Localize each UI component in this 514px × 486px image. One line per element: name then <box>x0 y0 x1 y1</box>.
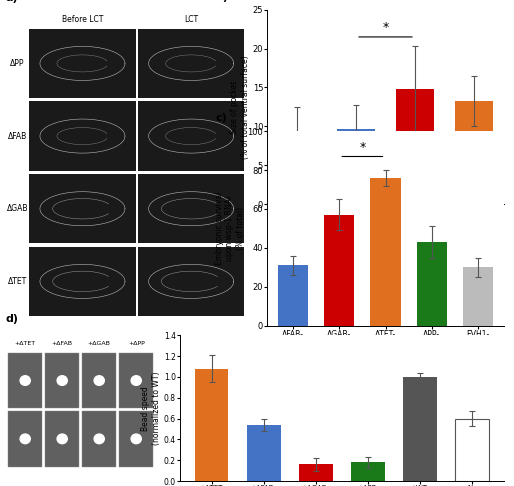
Circle shape <box>131 434 141 444</box>
Bar <box>351 462 385 481</box>
Text: +ΔFAB: +ΔFAB <box>52 341 72 346</box>
Bar <box>337 129 375 204</box>
Bar <box>455 101 493 204</box>
Text: ΔGAB: ΔGAB <box>7 204 28 213</box>
Bar <box>29 29 136 98</box>
Text: *: * <box>382 21 389 34</box>
Bar <box>29 247 136 316</box>
Circle shape <box>20 376 30 385</box>
Bar <box>324 215 354 326</box>
Text: *: * <box>359 140 365 154</box>
Text: ΔFAB: ΔFAB <box>8 132 27 140</box>
Bar <box>82 411 116 467</box>
Bar <box>371 178 400 326</box>
Text: d): d) <box>5 313 18 324</box>
Circle shape <box>94 434 104 444</box>
Bar <box>396 89 434 204</box>
Text: LCT: LCT <box>184 15 198 24</box>
Text: ΔPP: ΔPP <box>10 59 25 68</box>
Y-axis label: Size of pocket
(% of total ventral surface): Size of pocket (% of total ventral surfa… <box>230 55 250 159</box>
Bar <box>119 411 153 467</box>
Text: a): a) <box>5 0 18 3</box>
Text: ΔTET: ΔTET <box>8 277 27 286</box>
Text: +ΔTET: +ΔTET <box>14 341 36 346</box>
Bar <box>278 134 316 204</box>
Bar <box>82 353 116 408</box>
Bar <box>8 353 42 408</box>
Text: c): c) <box>215 113 227 123</box>
Bar <box>247 425 281 481</box>
Bar <box>8 411 42 467</box>
Y-axis label: Embryonic survival
upon wsp-1 RNAi
(% of total): Embryonic survival upon wsp-1 RNAi (% of… <box>215 192 245 265</box>
Text: +ΔPP: +ΔPP <box>128 341 144 346</box>
Y-axis label: Bead speed
(normalized to WT): Bead speed (normalized to WT) <box>141 371 161 445</box>
Text: b): b) <box>215 0 228 2</box>
Bar <box>455 418 489 481</box>
Bar <box>195 369 229 481</box>
Text: +ΔGAB: +ΔGAB <box>88 341 111 346</box>
Bar <box>403 377 437 481</box>
Bar <box>29 174 136 243</box>
Circle shape <box>57 434 67 444</box>
Bar <box>138 247 244 316</box>
Bar <box>417 242 447 326</box>
Text: Before LCT: Before LCT <box>62 15 103 24</box>
Bar <box>138 29 244 98</box>
Bar <box>138 174 244 243</box>
Circle shape <box>131 376 141 385</box>
Circle shape <box>20 434 30 444</box>
Bar <box>463 267 493 326</box>
Bar <box>29 102 136 171</box>
Bar <box>45 411 79 467</box>
Bar <box>138 102 244 171</box>
Bar <box>299 465 333 481</box>
Bar <box>278 265 308 326</box>
Circle shape <box>94 376 104 385</box>
Bar <box>119 353 153 408</box>
Circle shape <box>57 376 67 385</box>
Bar <box>45 353 79 408</box>
